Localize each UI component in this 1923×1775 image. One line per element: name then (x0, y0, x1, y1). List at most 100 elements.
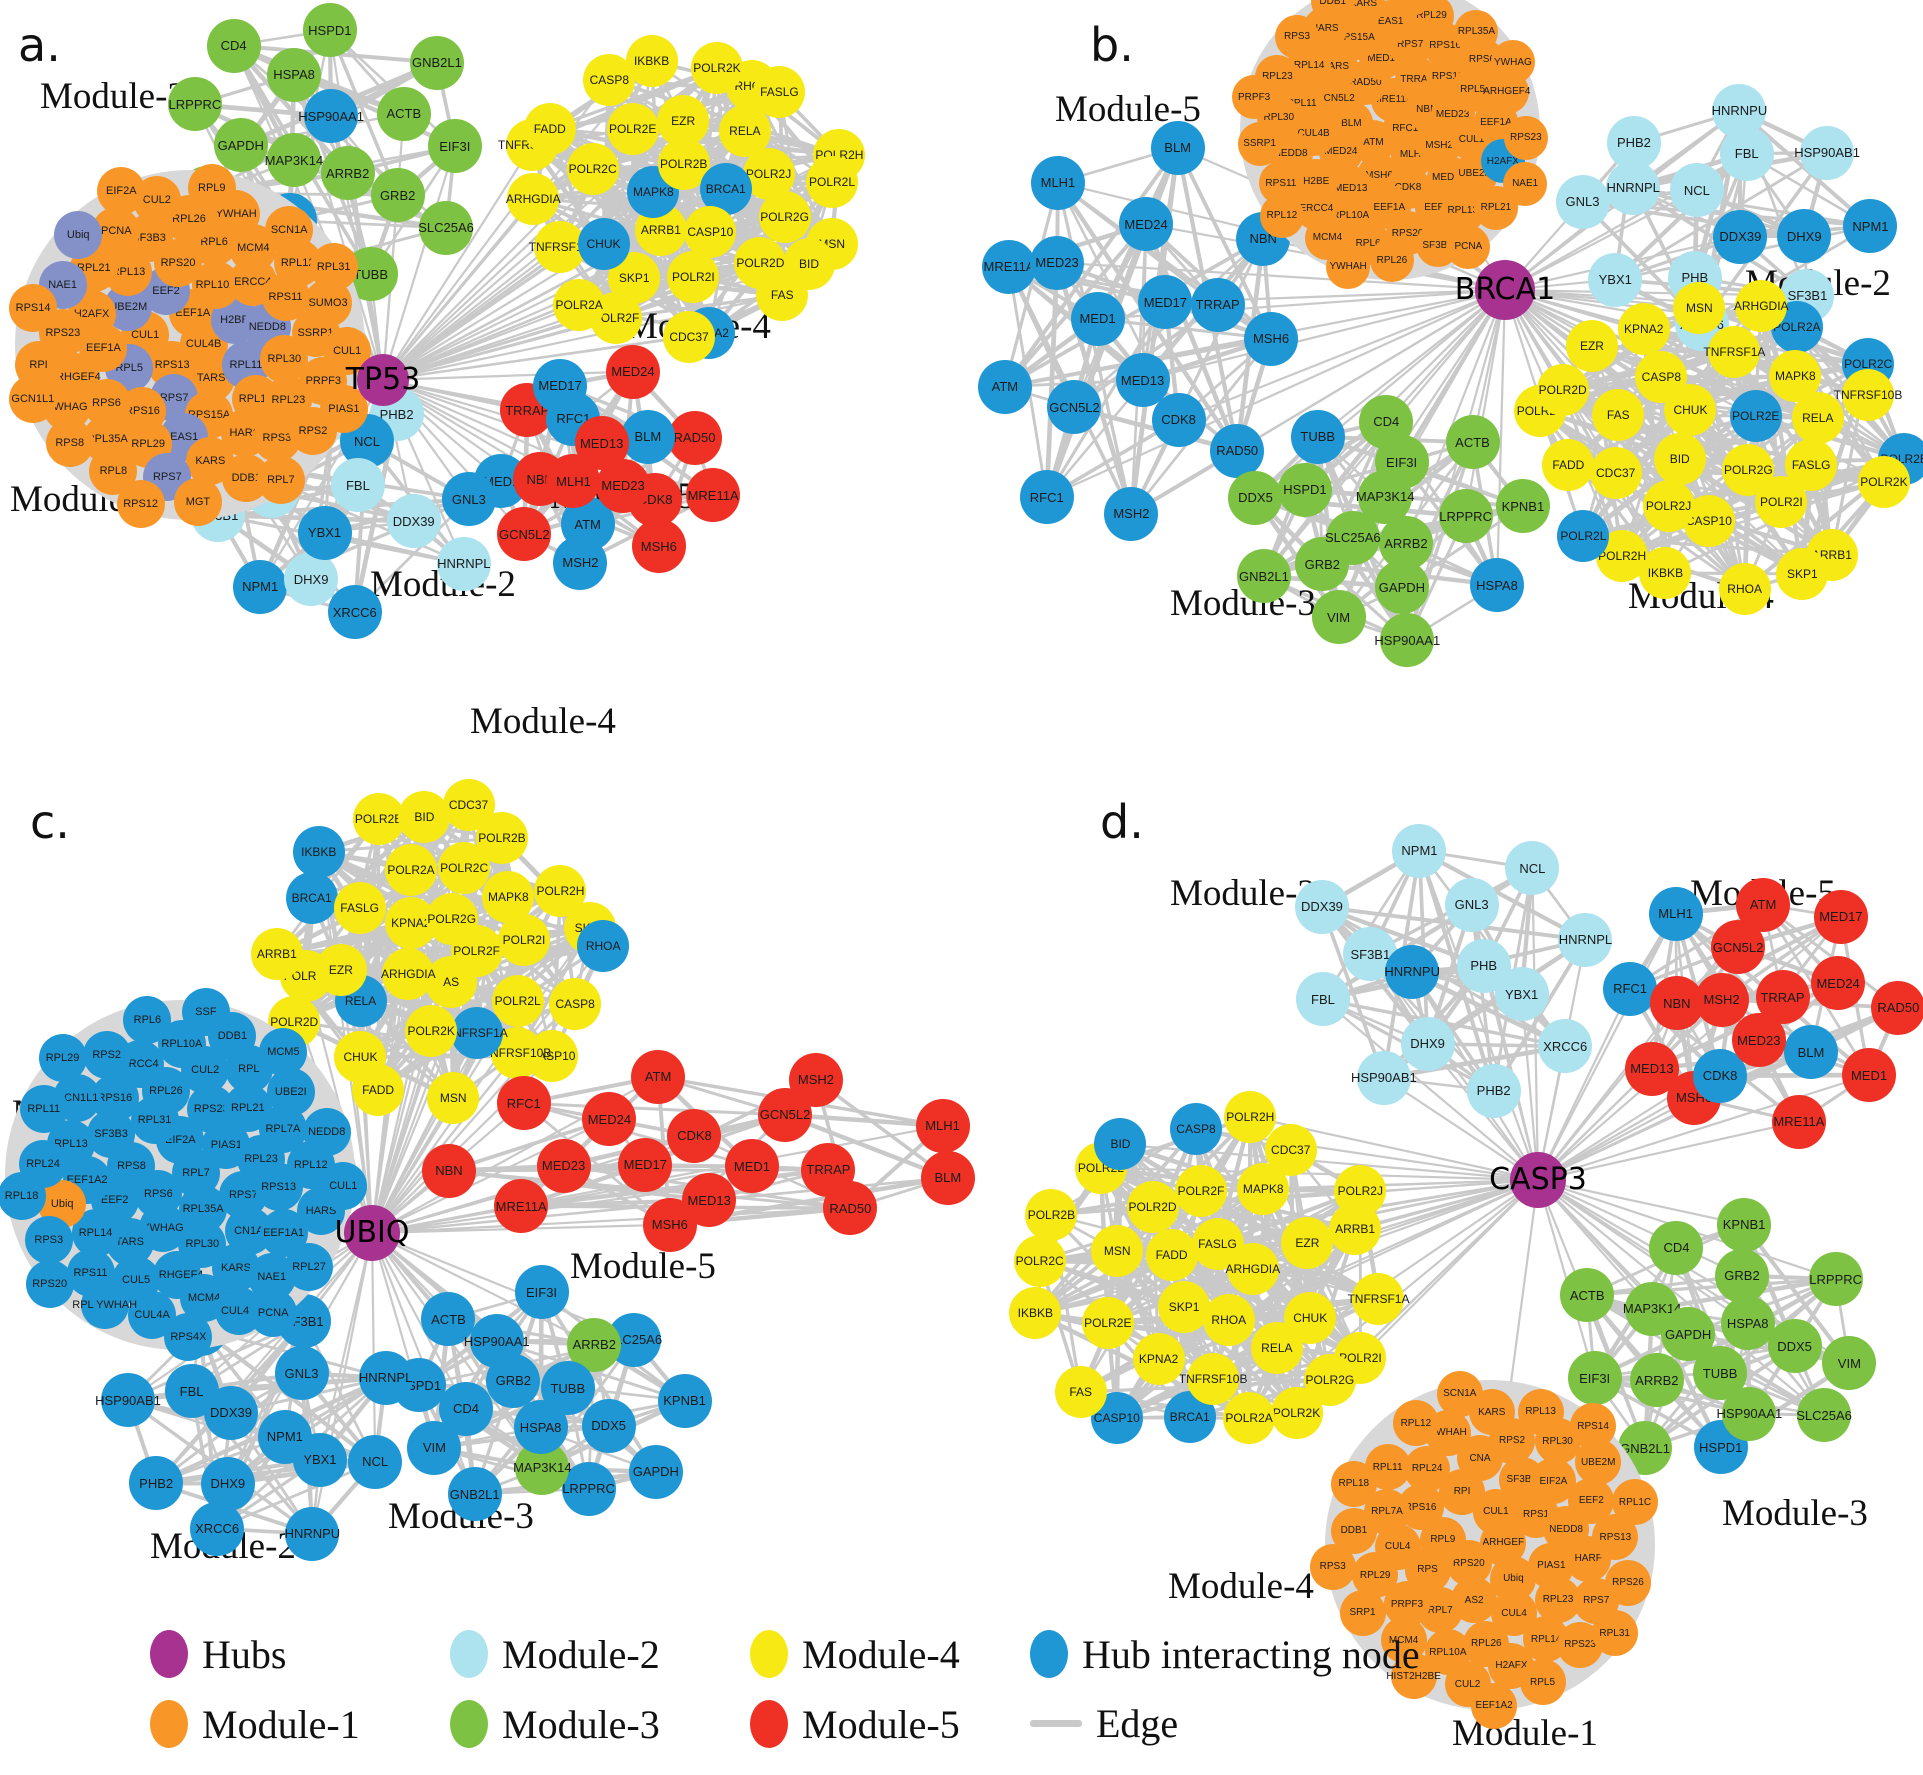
node-chuk[interactable]: CHUK (1664, 384, 1717, 437)
node-casp8[interactable]: CASP8 (549, 977, 602, 1030)
node-map3k14[interactable]: MAP3K14 (1356, 469, 1414, 524)
node-npm1[interactable]: NPM1 (233, 559, 288, 614)
node-rpl29[interactable]: RPL29 (1409, 0, 1454, 38)
node-cdk8[interactable]: CDK8 (667, 1108, 722, 1163)
node-ddx5[interactable]: DDX5 (581, 1398, 636, 1453)
node-rps3[interactable]: RPS3 (1275, 14, 1320, 59)
node-ssrp1[interactable]: SSRP1 (1237, 121, 1282, 166)
hub-ubiq[interactable]: UBIQ (335, 1205, 410, 1261)
node-kpnb1[interactable]: KPNB1 (1495, 479, 1550, 534)
node-vim[interactable]: VIM (1311, 590, 1366, 645)
node-nae1[interactable]: NAE1 (1503, 161, 1548, 206)
node-ddb1[interactable]: DDB1 (1330, 1507, 1377, 1554)
node-lrpprc[interactable]: LRPPRC (1808, 1252, 1863, 1307)
node-arrb2[interactable]: ARRB2 (1378, 516, 1433, 571)
node-msn[interactable]: MSN (427, 1072, 480, 1125)
node-rpl5[interactable]: RPL5 (1519, 1659, 1566, 1706)
node-ddx5[interactable]: DDX5 (1228, 470, 1283, 525)
node-xrcc6[interactable]: XRCC6 (190, 1501, 245, 1556)
node-gcn5l2[interactable]: GCN5L2 (497, 507, 552, 562)
node-kpnb1[interactable]: KPNB1 (1717, 1197, 1772, 1252)
node-atm[interactable]: ATM (631, 1049, 686, 1104)
node-rplywhah[interactable]: RPL YWHAH (72, 1281, 137, 1330)
node-chuk[interactable]: CHUK (577, 218, 630, 271)
node-scn1a[interactable]: SCN1A (1436, 1370, 1483, 1417)
node-hnrnpl[interactable]: HNRNPL (358, 1350, 413, 1405)
node-tnfrsf1a[interactable]: TNFRSF1A (1703, 325, 1765, 378)
node-med23[interactable]: MED23 (536, 1138, 591, 1193)
node-mlh1[interactable]: MLH1 (915, 1098, 970, 1153)
node-nbn[interactable]: NBN (421, 1143, 476, 1198)
node-rad50[interactable]: RAD50 (1871, 980, 1923, 1035)
node-polr2e[interactable]: POLR2E (606, 102, 659, 155)
node-scn1a[interactable]: SCN1A (265, 206, 314, 254)
node-polr2e[interactable]: POLR2E (352, 793, 405, 846)
node-rps8[interactable]: RPS8 (45, 419, 94, 468)
node-mre11a[interactable]: MRE11A (1771, 1094, 1826, 1149)
node-polr2i[interactable]: POLR2I (497, 913, 550, 966)
node-gapdh[interactable]: GAPDH (213, 118, 268, 173)
node-cd4[interactable]: CD4 (206, 18, 261, 73)
node-polr2k[interactable]: POLR2K (405, 1004, 458, 1057)
node-rpl7[interactable]: RPL7 (256, 455, 305, 504)
node-grb2[interactable]: GRB2 (1715, 1248, 1769, 1303)
node-eif3i[interactable]: EIF3I (514, 1265, 569, 1320)
node-msh6[interactable]: MSH6 (1244, 311, 1299, 366)
node-cdc37[interactable]: CDC37 (1589, 446, 1642, 499)
node-rpl12[interactable]: RPL12 (1392, 1400, 1439, 1447)
node-msn[interactable]: MSN (1673, 281, 1726, 334)
node-kpna2[interactable]: KPNA2 (1617, 302, 1670, 355)
node-lrpprc[interactable]: LRPPRC (167, 77, 222, 132)
node-arhgdia[interactable]: ARHGDIA (381, 947, 436, 1000)
node-polr2k[interactable]: POLR2K (690, 42, 743, 95)
node-rela[interactable]: RELA (1791, 392, 1844, 445)
node-skp1[interactable]: SKP1 (1158, 1281, 1211, 1334)
node-polr2i[interactable]: POLR2I (667, 250, 720, 303)
node-rpl11[interactable]: RPL11 (19, 1085, 68, 1134)
node-med17[interactable]: MED17 (1813, 889, 1868, 944)
node-tnfrsf1a[interactable]: TNFRSF1A (1347, 1272, 1409, 1325)
node-actb[interactable]: ACTB (1445, 415, 1500, 470)
node-gcn5l2[interactable]: GCN5L2 (1047, 380, 1102, 435)
node-ezr[interactable]: EZR (314, 944, 367, 997)
node-ssf[interactable]: SSF (181, 987, 230, 1036)
node-med24[interactable]: MED24 (605, 344, 660, 399)
node-tnfrsf10b[interactable]: TNFRSF10B (1834, 369, 1902, 422)
node-polr2c[interactable]: POLR2C (438, 842, 491, 895)
node-hist2h2be[interactable]: HIST2H2BE (1386, 1653, 1441, 1700)
node-polr2b[interactable]: POLR2B (1025, 1188, 1078, 1241)
node-gnb2l1[interactable]: GNB2L1 (447, 1467, 502, 1522)
node-rpl35a[interactable]: RPL35A (1454, 9, 1499, 54)
node-ybx1[interactable]: YBX1 (297, 505, 352, 560)
node-rfc1[interactable]: RFC1 (1603, 961, 1658, 1016)
node-fas[interactable]: FAS (1592, 388, 1645, 441)
node-polr2a[interactable]: POLR2A (1223, 1392, 1276, 1445)
node-actb[interactable]: ACTB (421, 1292, 476, 1347)
node-polr2c[interactable]: POLR2C (566, 142, 619, 195)
node-rps14[interactable]: RPS14 (1570, 1403, 1617, 1450)
node-fadd[interactable]: FADD (1542, 439, 1595, 492)
node-med23[interactable]: MED23 (1731, 1013, 1786, 1068)
node-dhx9[interactable]: DHX9 (284, 552, 339, 607)
node-arhgdia[interactable]: ARHGDIA (1225, 1242, 1280, 1295)
node-blm[interactable]: BLM (1783, 1025, 1838, 1080)
node-phb[interactable]: PHB (1456, 938, 1511, 993)
node-casp10[interactable]: CASP10 (684, 205, 737, 258)
node-ddx5[interactable]: DDX5 (1767, 1319, 1822, 1374)
node-npm1[interactable]: NPM1 (257, 1409, 312, 1464)
node-tubb[interactable]: TUBB (1693, 1346, 1748, 1401)
node-rpl26[interactable]: RPL26 (1369, 238, 1414, 282)
node-skp1[interactable]: SKP1 (1776, 547, 1829, 600)
node-hnrnpl[interactable]: HNRNPL (1558, 912, 1613, 967)
node-nedd8[interactable]: NEDD8 (302, 1107, 351, 1156)
hub-tp53[interactable]: TP53 (346, 354, 420, 406)
node-arrb2[interactable]: ARRB2 (1629, 1353, 1684, 1408)
node-hnrnpu[interactable]: HNRNPU (285, 1506, 340, 1561)
node-med24[interactable]: MED24 (1119, 197, 1174, 252)
node-polr2f[interactable]: POLR2F (1175, 1164, 1228, 1217)
node-ube2i[interactable]: UBE2I (266, 1068, 315, 1117)
node-as[interactable]: AS (425, 956, 478, 1009)
node-ddx39[interactable]: DDX39 (1713, 209, 1768, 264)
node-med1[interactable]: MED1 (1070, 291, 1125, 346)
node-med13[interactable]: MED13 (682, 1173, 737, 1227)
